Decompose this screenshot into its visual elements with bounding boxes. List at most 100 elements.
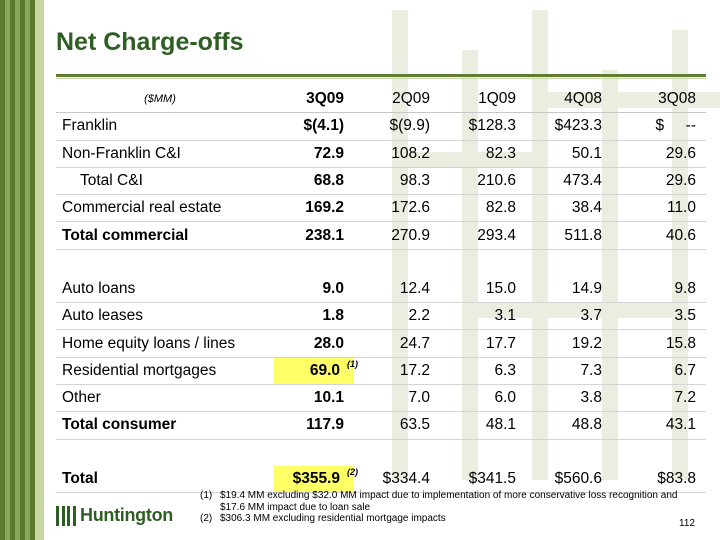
row-label: Home equity loans / lines (62, 334, 236, 352)
logo-mark-icon (56, 505, 76, 526)
column-header: 4Q08 (564, 90, 602, 108)
cell-value: 6.3 (494, 361, 516, 379)
page-number: 112 (679, 518, 695, 529)
cell-value: 511.8 (564, 226, 602, 244)
cell-value: 169.2 (305, 199, 344, 217)
cell-value: 15.8 (665, 334, 696, 352)
cell-value: 38.4 (571, 199, 602, 217)
cell-value: $ -- (655, 117, 696, 135)
row-label: Total commercial (62, 226, 189, 244)
cell-value: 172.6 (391, 199, 430, 217)
cell-value: 43.1 (665, 416, 696, 434)
unit-label: ($MM) (144, 93, 176, 106)
row-label: Non-Franklin C&I (62, 144, 181, 162)
spacer-row (56, 249, 706, 276)
cell-value: 17.7 (485, 334, 516, 352)
footnote-number: (1) (200, 490, 213, 501)
cell-value: 19.2 (571, 334, 602, 352)
title-underline (56, 74, 706, 77)
highlighted-cell: 69.0 (1) (274, 357, 358, 385)
cell-value: $341.5 (468, 469, 516, 487)
cell-value: 473.4 (563, 172, 602, 190)
cell-value: 2.2 (408, 307, 430, 325)
cell-value: $334.4 (382, 469, 430, 487)
cell-value: 6.7 (674, 361, 696, 379)
table-row: Total $355.9 (2) $334.4 $341.5 $560.6 $83… (56, 465, 706, 493)
cell-value: 72.9 (313, 144, 344, 162)
cell-value: 293.4 (477, 226, 516, 244)
table-row: Total consumer 117.9 63.5 48.1 48.8 43.1 (56, 412, 706, 440)
footnote-marker: (2) (347, 466, 358, 477)
cell-value: $(9.9) (389, 117, 431, 135)
cell-value: 82.3 (485, 144, 516, 162)
cell-value: $560.6 (554, 469, 602, 487)
cell-value: 69.0 (309, 361, 340, 379)
row-label: Franklin (62, 117, 118, 135)
cell-value: 14.9 (571, 279, 602, 297)
cell-value: 108.2 (391, 144, 430, 162)
cell-value: 7.2 (674, 389, 696, 407)
background-watermark (392, 10, 720, 480)
cell-value: 40.6 (665, 226, 696, 244)
cell-value: 82.8 (485, 199, 516, 217)
cell-value: 17.2 (399, 361, 430, 379)
cell-value: 48.8 (571, 416, 602, 434)
row-label: Total (62, 469, 98, 487)
table-row: Other 10.1 7.0 6.0 3.8 7.2 (56, 384, 706, 412)
cell-value: 3.5 (674, 307, 696, 325)
column-header: 3Q08 (658, 90, 696, 108)
cell-value: 28.0 (313, 334, 344, 352)
cell-value: $83.8 (657, 469, 696, 487)
cell-value: 210.6 (477, 172, 516, 190)
cell-value: 24.7 (399, 334, 430, 352)
cell-value: 1.8 (322, 307, 344, 325)
cell-value: 7.0 (408, 389, 430, 407)
cell-value: 11.0 (666, 199, 696, 217)
cell-value: 6.0 (494, 389, 516, 407)
cell-value: 15.0 (485, 279, 516, 297)
column-header: 1Q09 (478, 90, 516, 108)
cell-value: 117.9 (306, 416, 344, 434)
table-row: Home equity loans / lines 28.0 24.7 17.7… (56, 330, 706, 358)
row-label: Total consumer (62, 416, 177, 434)
decorative-stripe-light (35, 0, 44, 540)
row-label: Residential mortgages (62, 361, 217, 379)
footnote-marker: (1) (347, 358, 358, 369)
cell-value: 29.6 (665, 172, 696, 190)
cell-value: 98.3 (399, 172, 430, 190)
footnote: (1) $19.4 MM excluding $32.0 MM impact d… (200, 490, 680, 513)
footnote-number: (2) (200, 513, 213, 524)
cell-value: 48.1 (485, 416, 516, 434)
row-label: Auto leases (62, 307, 143, 325)
column-header: 3Q09 (306, 90, 344, 108)
cell-value: 63.5 (399, 416, 430, 434)
cell-value: $(4.1) (303, 117, 345, 135)
charge-offs-table: ($MM) 3Q09 2Q09 1Q09 4Q08 3Q08 Franklin … (56, 86, 706, 493)
cell-value: 270.9 (391, 226, 430, 244)
table-row: Total commercial 238.1 270.9 293.4 511.8… (56, 222, 706, 250)
cell-value: 9.8 (674, 279, 696, 297)
row-label: Auto loans (62, 279, 136, 297)
footnote-text: $306.3 MM excluding residential mortgage… (220, 513, 446, 524)
cell-value: $128.3 (468, 117, 516, 135)
row-label: Total C&I (80, 172, 143, 190)
table-row: Total C&I 68.8 98.3 210.6 473.4 29.6 (56, 167, 706, 195)
title-underline-light (56, 78, 706, 79)
cell-value: 68.8 (313, 172, 344, 190)
cell-value: 29.6 (665, 144, 696, 162)
table-row: Franklin $(4.1) $(9.9) $128.3 $423.3 $ -… (56, 113, 706, 141)
cell-value: 238.1 (305, 226, 344, 244)
table-row: Commercial real estate 169.2 172.6 82.8 … (56, 195, 706, 222)
cell-value: $423.3 (554, 117, 602, 135)
cell-value: 7.3 (580, 361, 602, 379)
cell-value: 3.8 (580, 389, 602, 407)
page-title: Net Charge-offs (56, 28, 244, 56)
table-row: Auto leases 1.8 2.2 3.1 3.7 3.5 (56, 303, 706, 330)
table-row: Residential mortgages 69.0 (1) 17.2 6.3 7… (56, 357, 706, 385)
highlighted-cell: $355.9 (2) (274, 465, 358, 493)
company-logo: Huntington (56, 505, 173, 526)
footnotes: (1) $19.4 MM excluding $32.0 MM impact d… (200, 490, 680, 525)
cell-value: 10.1 (313, 389, 344, 407)
table-header-row: ($MM) 3Q09 2Q09 1Q09 4Q08 3Q08 (56, 86, 706, 113)
cell-value: 3.7 (580, 307, 602, 325)
